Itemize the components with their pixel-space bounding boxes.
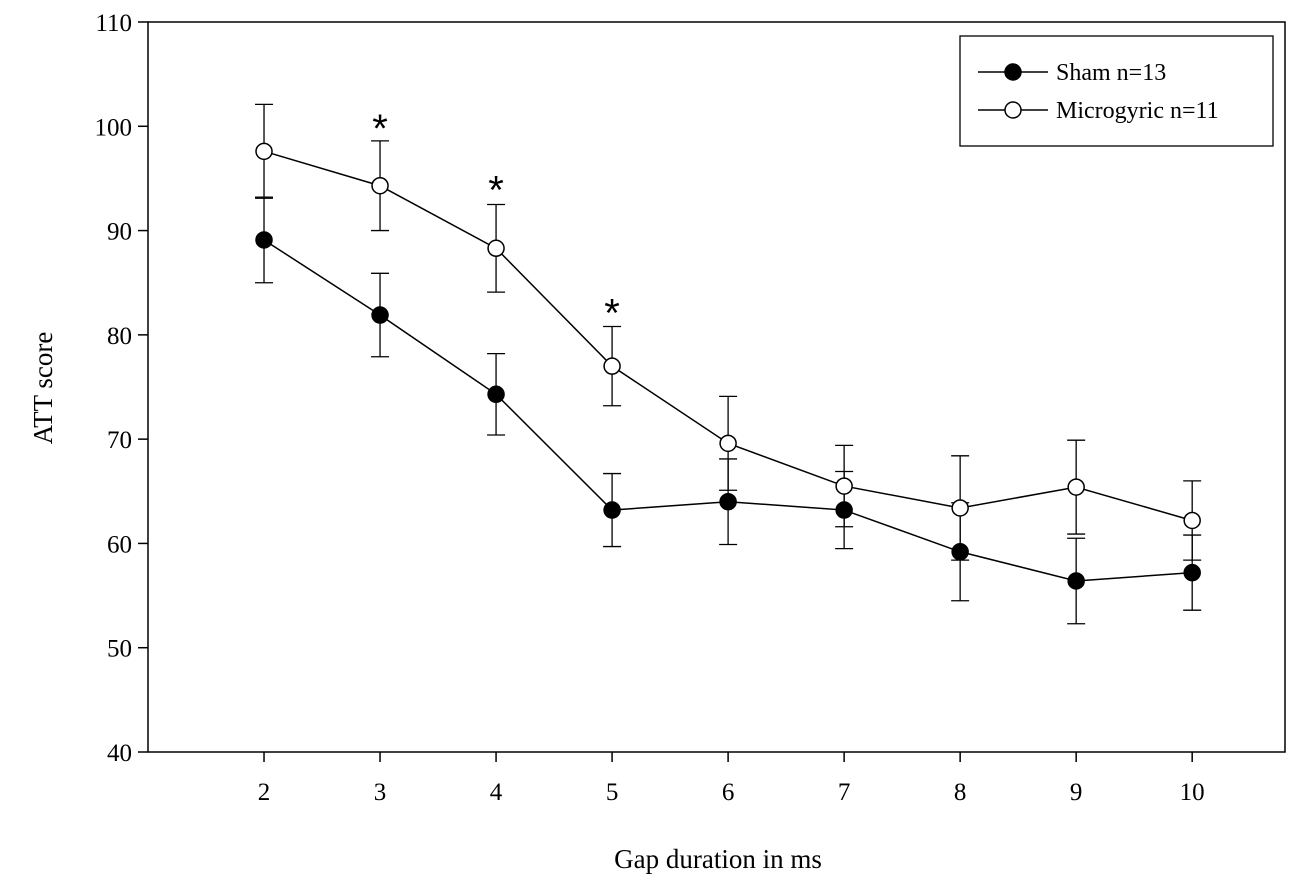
data-point <box>1067 572 1085 590</box>
annotations: * * * <box>372 107 620 336</box>
data-point <box>951 499 969 517</box>
data-point <box>1183 563 1201 582</box>
significance-marker: * <box>604 292 620 336</box>
x-tick-label: 5 <box>606 779 619 806</box>
y-tick-label: 70 <box>107 427 132 454</box>
tick-labels: 40 50 60 70 80 90 100 110 2 3 4 5 6 7 8 9 10 <box>95 10 1205 806</box>
x-tick-label: 2 <box>258 779 271 806</box>
legend-marker <box>1004 63 1022 81</box>
y-tick-label: 90 <box>107 219 132 246</box>
series-microgyric <box>255 103 1202 561</box>
axes <box>147 21 1286 753</box>
y-axis-title: ATT score <box>28 332 58 445</box>
data-point <box>603 501 621 519</box>
x-tick-label: 10 <box>1180 779 1205 806</box>
data-point <box>1183 511 1201 530</box>
significance-marker: * <box>488 169 504 213</box>
y-tick-label: 60 <box>107 531 132 558</box>
x-tick-label: 6 <box>722 779 735 806</box>
x-axis-title: Gap duration in ms <box>614 844 822 874</box>
y-tick-label: 50 <box>107 636 132 663</box>
y-tick-label: 80 <box>107 323 132 350</box>
plot-frame <box>147 21 1286 753</box>
x-tick-label: 3 <box>374 779 387 806</box>
legend-marker <box>1004 101 1022 119</box>
data-point <box>835 477 853 495</box>
y-tick-label: 40 <box>107 740 132 767</box>
legend-box <box>959 35 1274 147</box>
data-point <box>603 357 621 375</box>
y-tick-label: 110 <box>95 10 132 37</box>
data-point <box>719 434 737 453</box>
x-tick-label: 9 <box>1070 779 1083 806</box>
series-sham <box>255 196 1202 625</box>
data-point <box>371 306 389 324</box>
significance-marker: * <box>372 107 388 151</box>
legend-label: Microgyric n=11 <box>1056 98 1219 124</box>
data-point <box>255 231 273 249</box>
legend-label: Sham n=13 <box>1056 60 1166 86</box>
data-point <box>255 142 273 161</box>
data-point <box>487 385 505 404</box>
series <box>255 103 1202 625</box>
data-point <box>719 492 737 511</box>
x-tick-label: 7 <box>838 779 851 806</box>
x-tick-label: 8 <box>954 779 967 806</box>
data-point <box>1067 478 1085 496</box>
data-point <box>487 239 505 258</box>
legend: Sham n=13 Microgyric n=11 <box>959 35 1274 147</box>
tick-marks <box>138 21 1193 762</box>
data-point <box>371 176 389 195</box>
y-tick-label: 100 <box>95 114 133 141</box>
x-tick-label: 4 <box>490 779 503 806</box>
